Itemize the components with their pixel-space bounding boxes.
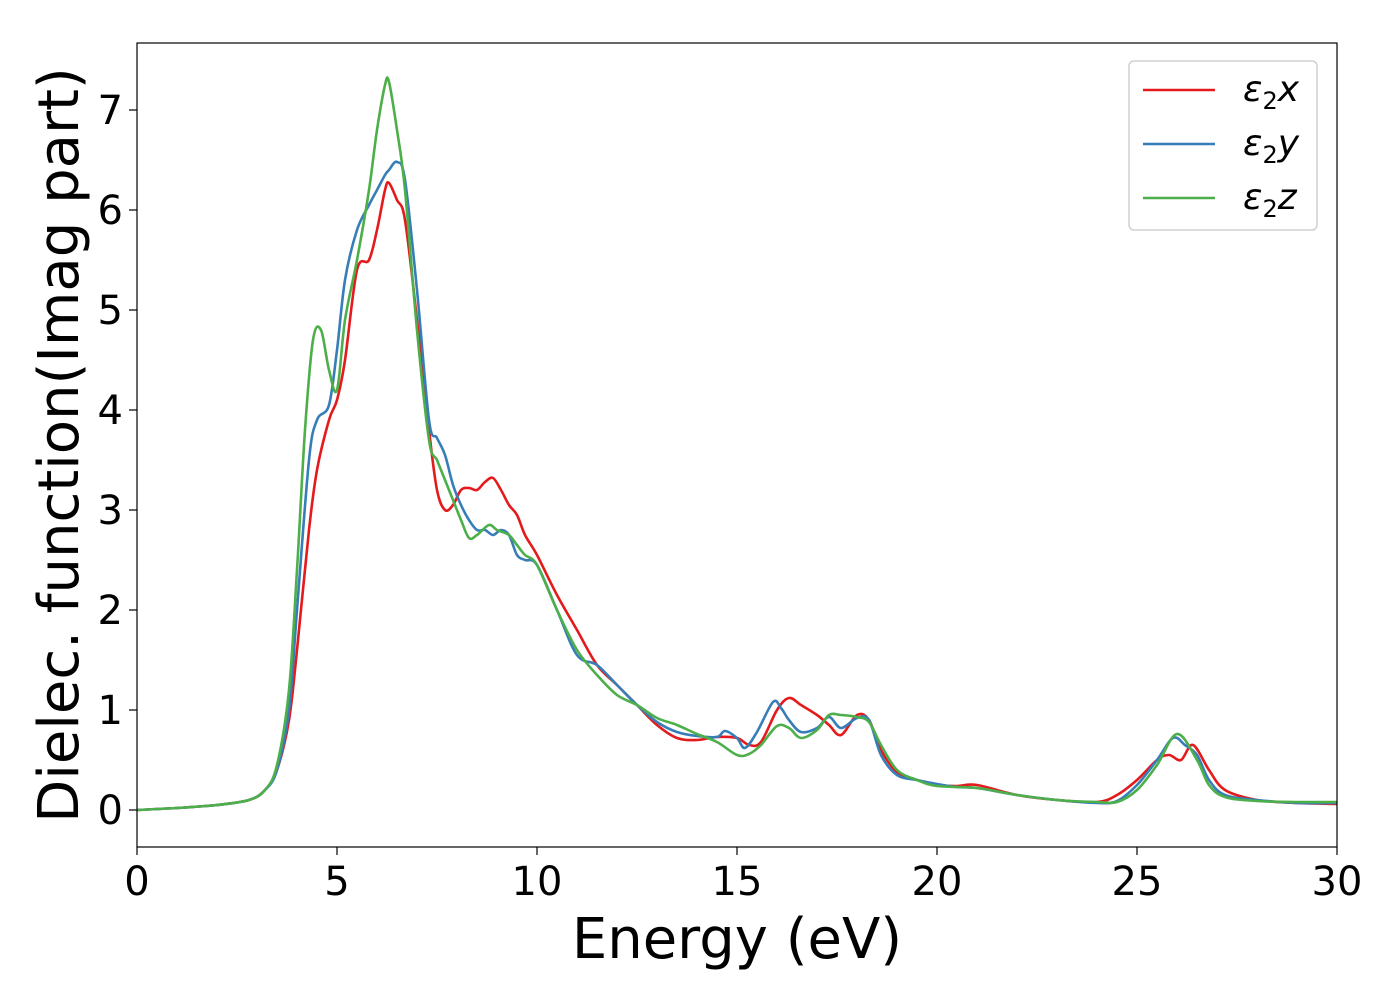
series-lines: [136, 76, 1338, 812]
y-tick-label: 0: [98, 788, 123, 834]
y-tick-label: 4: [98, 388, 123, 434]
legend-label-y: ε2y: [1243, 123, 1300, 169]
y-axis-ticks: 0 1 2 3 4 5 6 7: [98, 88, 137, 834]
x-axis-title: Energy (eV): [572, 907, 902, 972]
x-tick-label: 25: [1112, 859, 1163, 905]
x-axis-ticks: 0 5 10 15 20 25 30: [124, 847, 1362, 905]
x-tick-label: 15: [712, 859, 763, 905]
series-line-z: [136, 76, 1338, 812]
y-tick-label: 2: [98, 588, 123, 634]
y-tick-label: 5: [98, 288, 123, 334]
x-tick-label: 30: [1312, 859, 1363, 905]
legend-label-x: ε2x: [1243, 69, 1300, 115]
x-tick-label: 5: [324, 859, 349, 905]
legend-box: [1128, 60, 1318, 231]
y-tick-label: 6: [98, 188, 123, 234]
y-tick-label: 7: [98, 88, 123, 134]
y-tick-label: 1: [98, 688, 123, 734]
x-tick-label: 20: [912, 859, 963, 905]
legend: ε2x ε2y ε2z: [1128, 60, 1318, 231]
x-tick-label: 10: [512, 859, 563, 905]
legend-label-z: ε2z: [1243, 177, 1298, 223]
y-axis-title: Dielec. function(Imag part): [27, 67, 92, 823]
x-tick-label: 0: [124, 859, 149, 905]
y-tick-label: 3: [98, 488, 123, 534]
